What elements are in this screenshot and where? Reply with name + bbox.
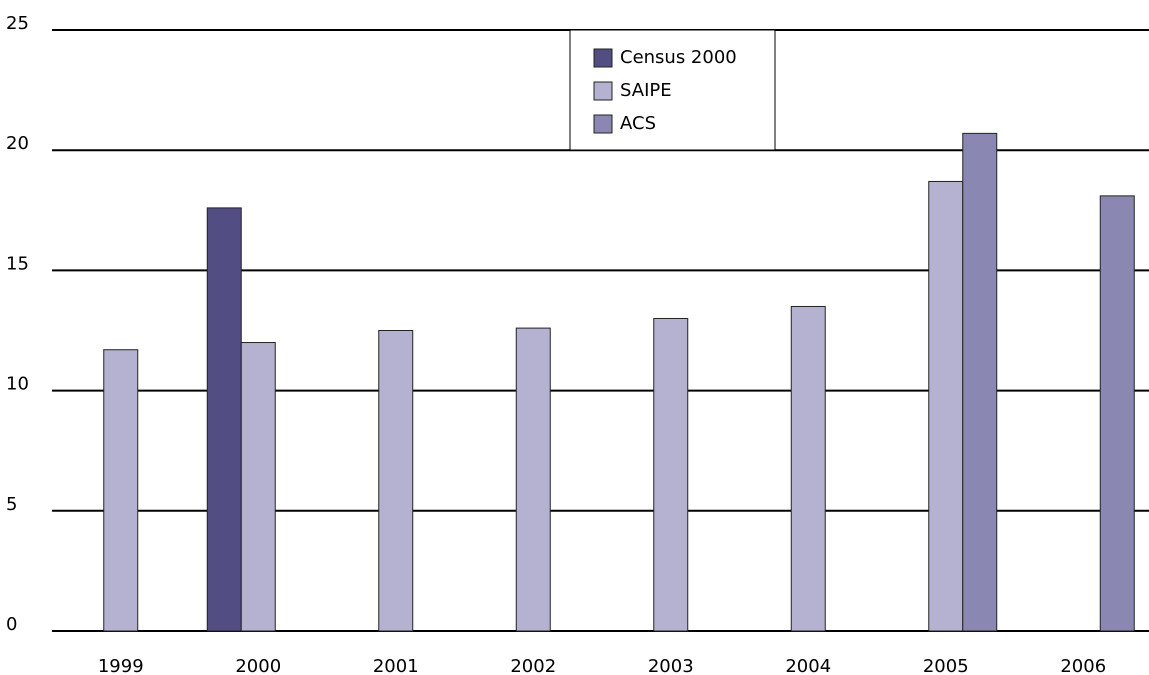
bar [962, 132, 998, 632]
x-tick-label: 1999 [98, 656, 144, 675]
bar [1099, 195, 1135, 632]
bar [515, 327, 551, 632]
y-tick-label: 5 [6, 494, 17, 515]
x-tick-label: 2004 [785, 656, 831, 675]
x-tick-label: 2003 [648, 656, 694, 675]
bar [240, 342, 276, 632]
y-tick-label: 15 [6, 253, 29, 274]
x-tick-label: 2000 [235, 656, 281, 675]
x-tick-label: 2001 [373, 656, 419, 675]
legend-label: ACS [620, 113, 656, 134]
x-tick-label: 2005 [923, 656, 969, 675]
bar [653, 317, 689, 632]
bar [790, 305, 826, 632]
legend-swatch [593, 48, 613, 68]
y-tick-label: 25 [6, 13, 29, 34]
legend-swatch [593, 81, 613, 101]
y-tick-label: 20 [6, 133, 29, 154]
bar [378, 330, 414, 632]
legend-swatch [593, 114, 613, 134]
bar [206, 207, 242, 632]
bar [928, 180, 964, 632]
x-tick-label: 2002 [510, 656, 556, 675]
legend-label: SAIPE [620, 80, 672, 101]
legend-label: Census 2000 [620, 47, 737, 68]
y-tick-label: 0 [6, 614, 17, 635]
bar [103, 349, 139, 632]
y-tick-label: 10 [6, 374, 29, 395]
x-tick-label: 2006 [1060, 656, 1106, 675]
